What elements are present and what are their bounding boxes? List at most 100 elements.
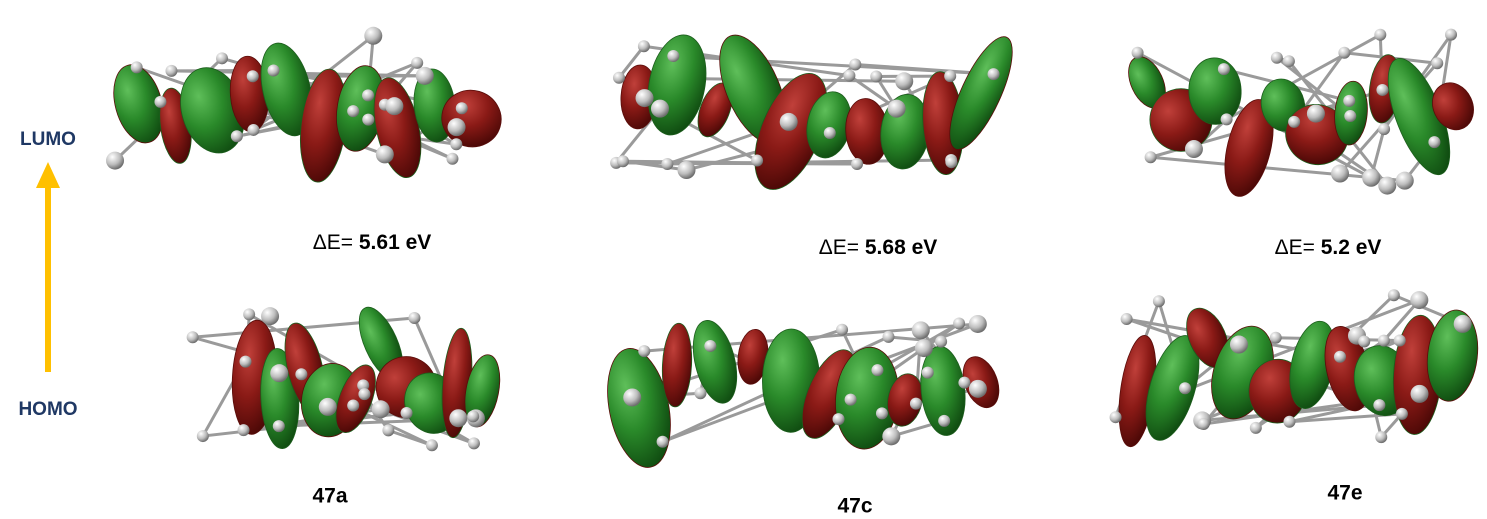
atom: [988, 68, 1000, 80]
gap-prefix: ΔE=: [313, 231, 353, 254]
atom: [187, 331, 199, 343]
atom: [247, 70, 259, 82]
compound-name: 47a: [312, 485, 347, 508]
atom: [247, 124, 259, 136]
atom: [240, 356, 252, 368]
atom: [958, 377, 970, 389]
atom: [347, 399, 359, 411]
atom: [751, 154, 763, 166]
atom: [1396, 172, 1414, 190]
atom: [1145, 151, 1157, 163]
atom: [1271, 52, 1283, 64]
atom: [945, 156, 957, 168]
atom: [1378, 335, 1390, 347]
atom: [667, 50, 679, 62]
atom: [953, 317, 965, 329]
atom: [1396, 408, 1408, 420]
atom: [1270, 332, 1282, 344]
atom: [1376, 84, 1388, 96]
atom: [876, 407, 888, 419]
atom: [1307, 105, 1325, 123]
atom: [1132, 47, 1144, 59]
energy-gap: ΔE= 5.2 eV: [1275, 236, 1382, 259]
atom: [922, 367, 934, 379]
atom: [216, 52, 228, 64]
atom: [362, 89, 374, 101]
energy-gap: ΔE= 5.68 eV: [819, 236, 938, 259]
atom: [268, 64, 280, 76]
atom: [1394, 335, 1406, 347]
atom: [1373, 399, 1385, 411]
atom: [364, 27, 382, 45]
atom: [273, 420, 285, 432]
atom: [401, 407, 413, 419]
atom: [944, 70, 956, 82]
atom: [651, 100, 669, 118]
atom: [657, 436, 669, 448]
atom: [1375, 431, 1387, 443]
atom: [935, 336, 947, 348]
atom: [845, 394, 857, 406]
atom: [833, 413, 845, 425]
atom: [106, 152, 124, 170]
atom: [849, 58, 861, 70]
atom: [1110, 411, 1122, 423]
atom: [677, 161, 695, 179]
arrow-head: [36, 162, 60, 188]
atom: [319, 398, 337, 416]
atom: [448, 118, 466, 136]
atom: [1454, 315, 1472, 333]
atom: [969, 315, 987, 333]
atom: [915, 339, 933, 357]
atom: [836, 324, 848, 336]
atom: [895, 72, 913, 90]
atom: [347, 105, 359, 117]
atom: [1153, 295, 1165, 307]
atom: [1410, 291, 1428, 309]
atom: [1283, 416, 1295, 428]
atom: [694, 387, 706, 399]
atom: [426, 439, 438, 451]
atom: [197, 430, 209, 442]
atom: [1378, 177, 1396, 195]
atom: [1374, 29, 1386, 41]
atom: [1431, 57, 1443, 69]
atom: [358, 388, 370, 400]
figure: LUMO HOMO ΔE= 5.61 eV ΔE= 5.68 eV ΔE= 5.…: [0, 0, 1487, 519]
atom: [882, 331, 894, 343]
atom: [1343, 95, 1355, 107]
atom: [704, 340, 716, 352]
atom: [261, 307, 279, 325]
gap-prefix: ΔE=: [1275, 236, 1315, 259]
atom: [824, 127, 836, 139]
atom: [295, 368, 307, 380]
atom: [870, 70, 882, 82]
lumo-label: LUMO: [20, 129, 76, 150]
atom: [362, 114, 374, 126]
atom: [450, 138, 462, 150]
gap-prefix: ΔE=: [819, 236, 859, 259]
compound-name: 47e: [1327, 482, 1362, 505]
gap-value: 5.61 eV: [359, 231, 431, 254]
compound-name: 47c: [837, 495, 872, 518]
atom: [1250, 422, 1262, 434]
homo-label: HOMO: [18, 399, 77, 420]
atom: [376, 145, 394, 163]
atom: [1338, 47, 1350, 59]
atom: [231, 130, 243, 142]
atom: [131, 61, 143, 73]
atom: [1378, 123, 1390, 135]
atom: [1411, 385, 1429, 403]
atom: [871, 364, 883, 376]
energy-gap: ΔE= 5.61 eV: [313, 231, 432, 254]
atom: [1388, 289, 1400, 301]
atom: [243, 308, 255, 320]
atom: [938, 415, 950, 427]
atom: [1362, 169, 1380, 187]
atom: [1283, 55, 1295, 67]
atom: [1428, 136, 1440, 148]
atom: [385, 97, 403, 115]
atom: [851, 158, 863, 170]
atom: [1218, 63, 1230, 75]
gap-value: 5.2 eV: [1321, 236, 1382, 259]
